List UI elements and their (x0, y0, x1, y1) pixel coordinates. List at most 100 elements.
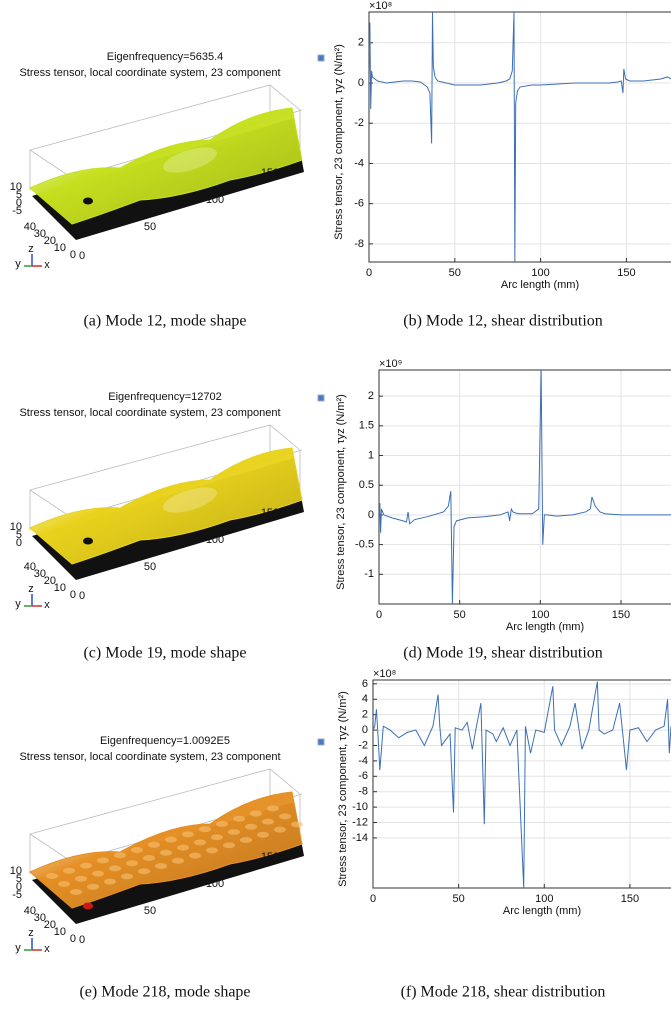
y-tick-label: 6 (362, 678, 368, 690)
y-tick-label: 0 (368, 509, 374, 521)
surface-bump (189, 853, 201, 859)
surface-bump (262, 819, 274, 825)
y-tick-label: -4 (358, 755, 368, 767)
y-tick-label: -6 (354, 198, 364, 210)
axis-multiplier: ×10⁸ (369, 0, 392, 12)
x-tick-label: 100 (206, 878, 224, 890)
plot-area (373, 682, 671, 888)
surface-bump (46, 873, 58, 879)
data-line (369, 13, 671, 262)
y-tick-label: -1 (364, 568, 374, 580)
axes-frame (379, 370, 671, 604)
x-tick-label: 100 (206, 194, 224, 206)
x-tick-label: 50 (454, 609, 466, 621)
surface-bump (279, 813, 291, 819)
line-chart: 21.510.50-0.5-1050100150×10⁹Arc length (… (335, 358, 671, 633)
surface-bump (245, 824, 257, 830)
plot-area (379, 369, 671, 604)
surface-bump (155, 863, 167, 869)
y-tick-label: 4 (362, 693, 368, 705)
caption: (b) Mode 12, shear distribution (403, 313, 603, 330)
probe-point (83, 198, 93, 205)
surface-bump (182, 831, 194, 837)
x-tick-label: 150 (612, 609, 630, 621)
y-tick-label: 0.5 (359, 479, 374, 491)
y-tick-label: 0 (70, 589, 76, 601)
mode-shape-panel: Eigenfrequency=1.0092E5 Stress tensor, lo… (10, 735, 324, 955)
y-tick-label: -2 (354, 117, 364, 129)
x-tick-label: 100 (531, 267, 549, 279)
surface-bump (104, 879, 116, 885)
x-tick-label: 0 (366, 267, 372, 279)
icon (318, 739, 324, 745)
surface-bump (211, 834, 223, 840)
surface-bump (216, 821, 228, 827)
axis-triad-label: y (15, 258, 21, 270)
surface-bump (63, 868, 75, 874)
x-axis-label: Arc length (mm) (506, 621, 584, 633)
y-tick-label: -6 (358, 770, 368, 782)
x-tick-label: 150 (261, 851, 279, 863)
surface-bump (160, 850, 172, 856)
surface-bump (228, 829, 240, 835)
x-tick-label: 0 (370, 893, 376, 905)
y-axis-label: Stress tensor, 23 component, τyz (N/m²) (335, 394, 347, 590)
y-axis-label: Stress tensor, 23 component, τyz (N/m²) (333, 44, 345, 240)
axis-triad-label: x (44, 259, 50, 271)
y-axis-label: Stress tensor, 23 component, τyz (N/m²) (337, 691, 349, 887)
surface-bump (80, 863, 92, 869)
plot-subtitle: Stress tensor, local coordinate system, … (19, 751, 280, 763)
x-axis-label: Arc length (mm) (503, 905, 581, 917)
surface-bump (75, 876, 87, 882)
x-tick-label: 150 (617, 267, 635, 279)
y-tick-label: -8 (354, 238, 364, 250)
surface-bump (177, 845, 189, 851)
surface-bump (97, 857, 109, 863)
icon (318, 55, 324, 61)
surface-bump (92, 871, 104, 877)
surface-bump (240, 837, 252, 843)
y-tick-label: -2 (358, 739, 368, 751)
z-tick-label: -5 (12, 205, 22, 217)
surface-bump (165, 837, 177, 843)
x-tick-label: 150 (261, 167, 279, 179)
surface-bump (109, 865, 121, 871)
surface-bump (274, 827, 286, 833)
icon (318, 395, 324, 401)
x-tick-label: 100 (206, 534, 224, 546)
probe-point (83, 538, 93, 545)
mode-shape-panel: Eigenfrequency=5635.4 Stress tensor, loca… (10, 51, 324, 271)
caption: (d) Mode 19, shear distribution (403, 645, 603, 662)
y-tick-label: 0 (358, 77, 364, 89)
surface-bump (206, 847, 218, 853)
y-tick-label: -14 (352, 832, 368, 844)
caption: (e) Mode 218, mode shape (79, 984, 250, 1001)
y-tick-label: 1 (368, 449, 374, 461)
y-tick-label: 10 (54, 242, 66, 254)
plot-subtitle: Stress tensor, local coordinate system, … (19, 67, 280, 79)
surface-bump (267, 805, 279, 811)
axis-triad-label: z (28, 583, 34, 595)
axis-triad-label: y (15, 598, 21, 610)
y-tick-label: 0 (70, 249, 76, 261)
y-tick-label: -8 (358, 786, 368, 798)
surface-bump (291, 821, 303, 827)
axis-multiplier: ×10⁸ (373, 668, 396, 680)
data-line (373, 682, 671, 888)
surface-bump (131, 847, 143, 853)
plot-title: Eigenfrequency=1.0092E5 (100, 735, 230, 747)
axes-frame (369, 12, 671, 262)
plot-title: Eigenfrequency=5635.4 (107, 51, 224, 63)
surface-bump (194, 839, 206, 845)
caption: (f) Mode 218, shear distribution (401, 984, 606, 1001)
y-tick-label: 2 (368, 390, 374, 402)
y-tick-label: -4 (354, 157, 364, 169)
x-tick-label: 50 (144, 221, 156, 233)
data-line (379, 369, 671, 604)
plot-title: Eigenfrequency=12702 (108, 391, 221, 403)
surface-bump (138, 868, 150, 874)
axis-triad-label: z (28, 927, 34, 939)
z-tick-label: 0 (16, 537, 22, 549)
